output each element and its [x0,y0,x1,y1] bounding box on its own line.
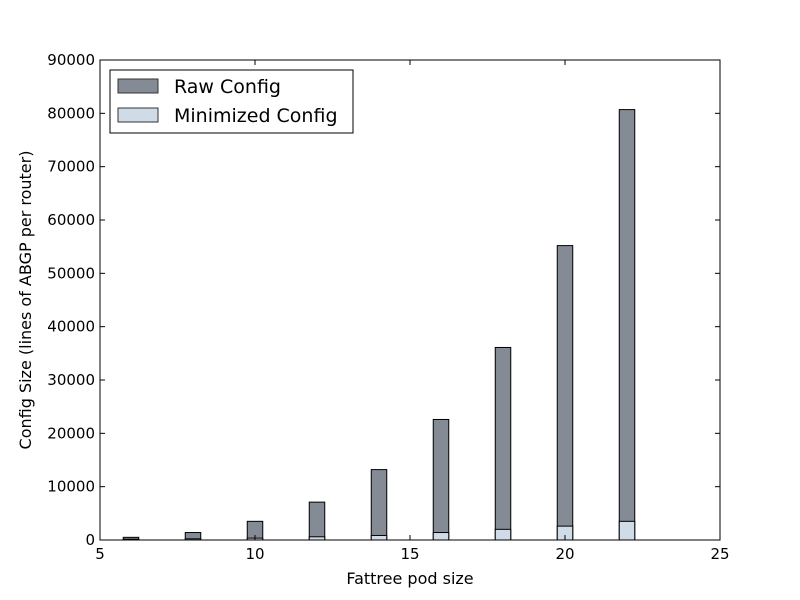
legend-label-raw-config: Raw Config [174,76,281,98]
y-tick-label: 40000 [47,318,95,336]
bar-raw-config-16 [432,418,450,541]
y-tick-label: 50000 [47,264,95,282]
bar-raw-config-14 [370,469,388,541]
bar-minimized-config-16 [432,532,450,541]
legend-label-minimized-config: Minimized Config [174,105,338,127]
bar-raw-config-18 [494,346,512,541]
bar-minimized-config-22 [618,520,636,541]
y-tick-label: 0 [85,531,95,549]
legend-swatch-minimized-config [117,107,159,123]
bar-raw-config-22 [618,109,636,541]
ticks-layer: 5 10 15 20 25 0 10000 20000 30000 40000 50000 60000… [47,51,729,563]
x-tick-label: 25 [710,545,729,563]
bars-layer [122,109,636,541]
legend-swatch-raw-config [117,78,159,94]
x-axis-label: Fattree pod size [346,569,473,588]
y-tick-label: 90000 [47,51,95,69]
bar-minimized-config-14 [370,534,388,541]
y-tick-label: 70000 [47,158,95,176]
y-tick-label: 60000 [47,211,95,229]
legend: Raw Config Minimized Config [109,69,354,134]
y-tick-label: 80000 [47,104,95,122]
bar-raw-config-12 [308,501,326,541]
x-tick-label: 10 [245,545,264,563]
y-tick-label: 30000 [47,371,95,389]
y-tick-label: 10000 [47,478,95,496]
y-axis-label: Config Size (lines of ABGP per router) [16,151,35,450]
bar-raw-config-20 [556,245,574,541]
x-tick-label: 15 [400,545,419,563]
x-tick-label: 20 [555,545,574,563]
bar-minimized-config-18 [494,528,512,541]
x-tick-label: 5 [95,545,105,563]
y-tick-label: 20000 [47,424,95,442]
